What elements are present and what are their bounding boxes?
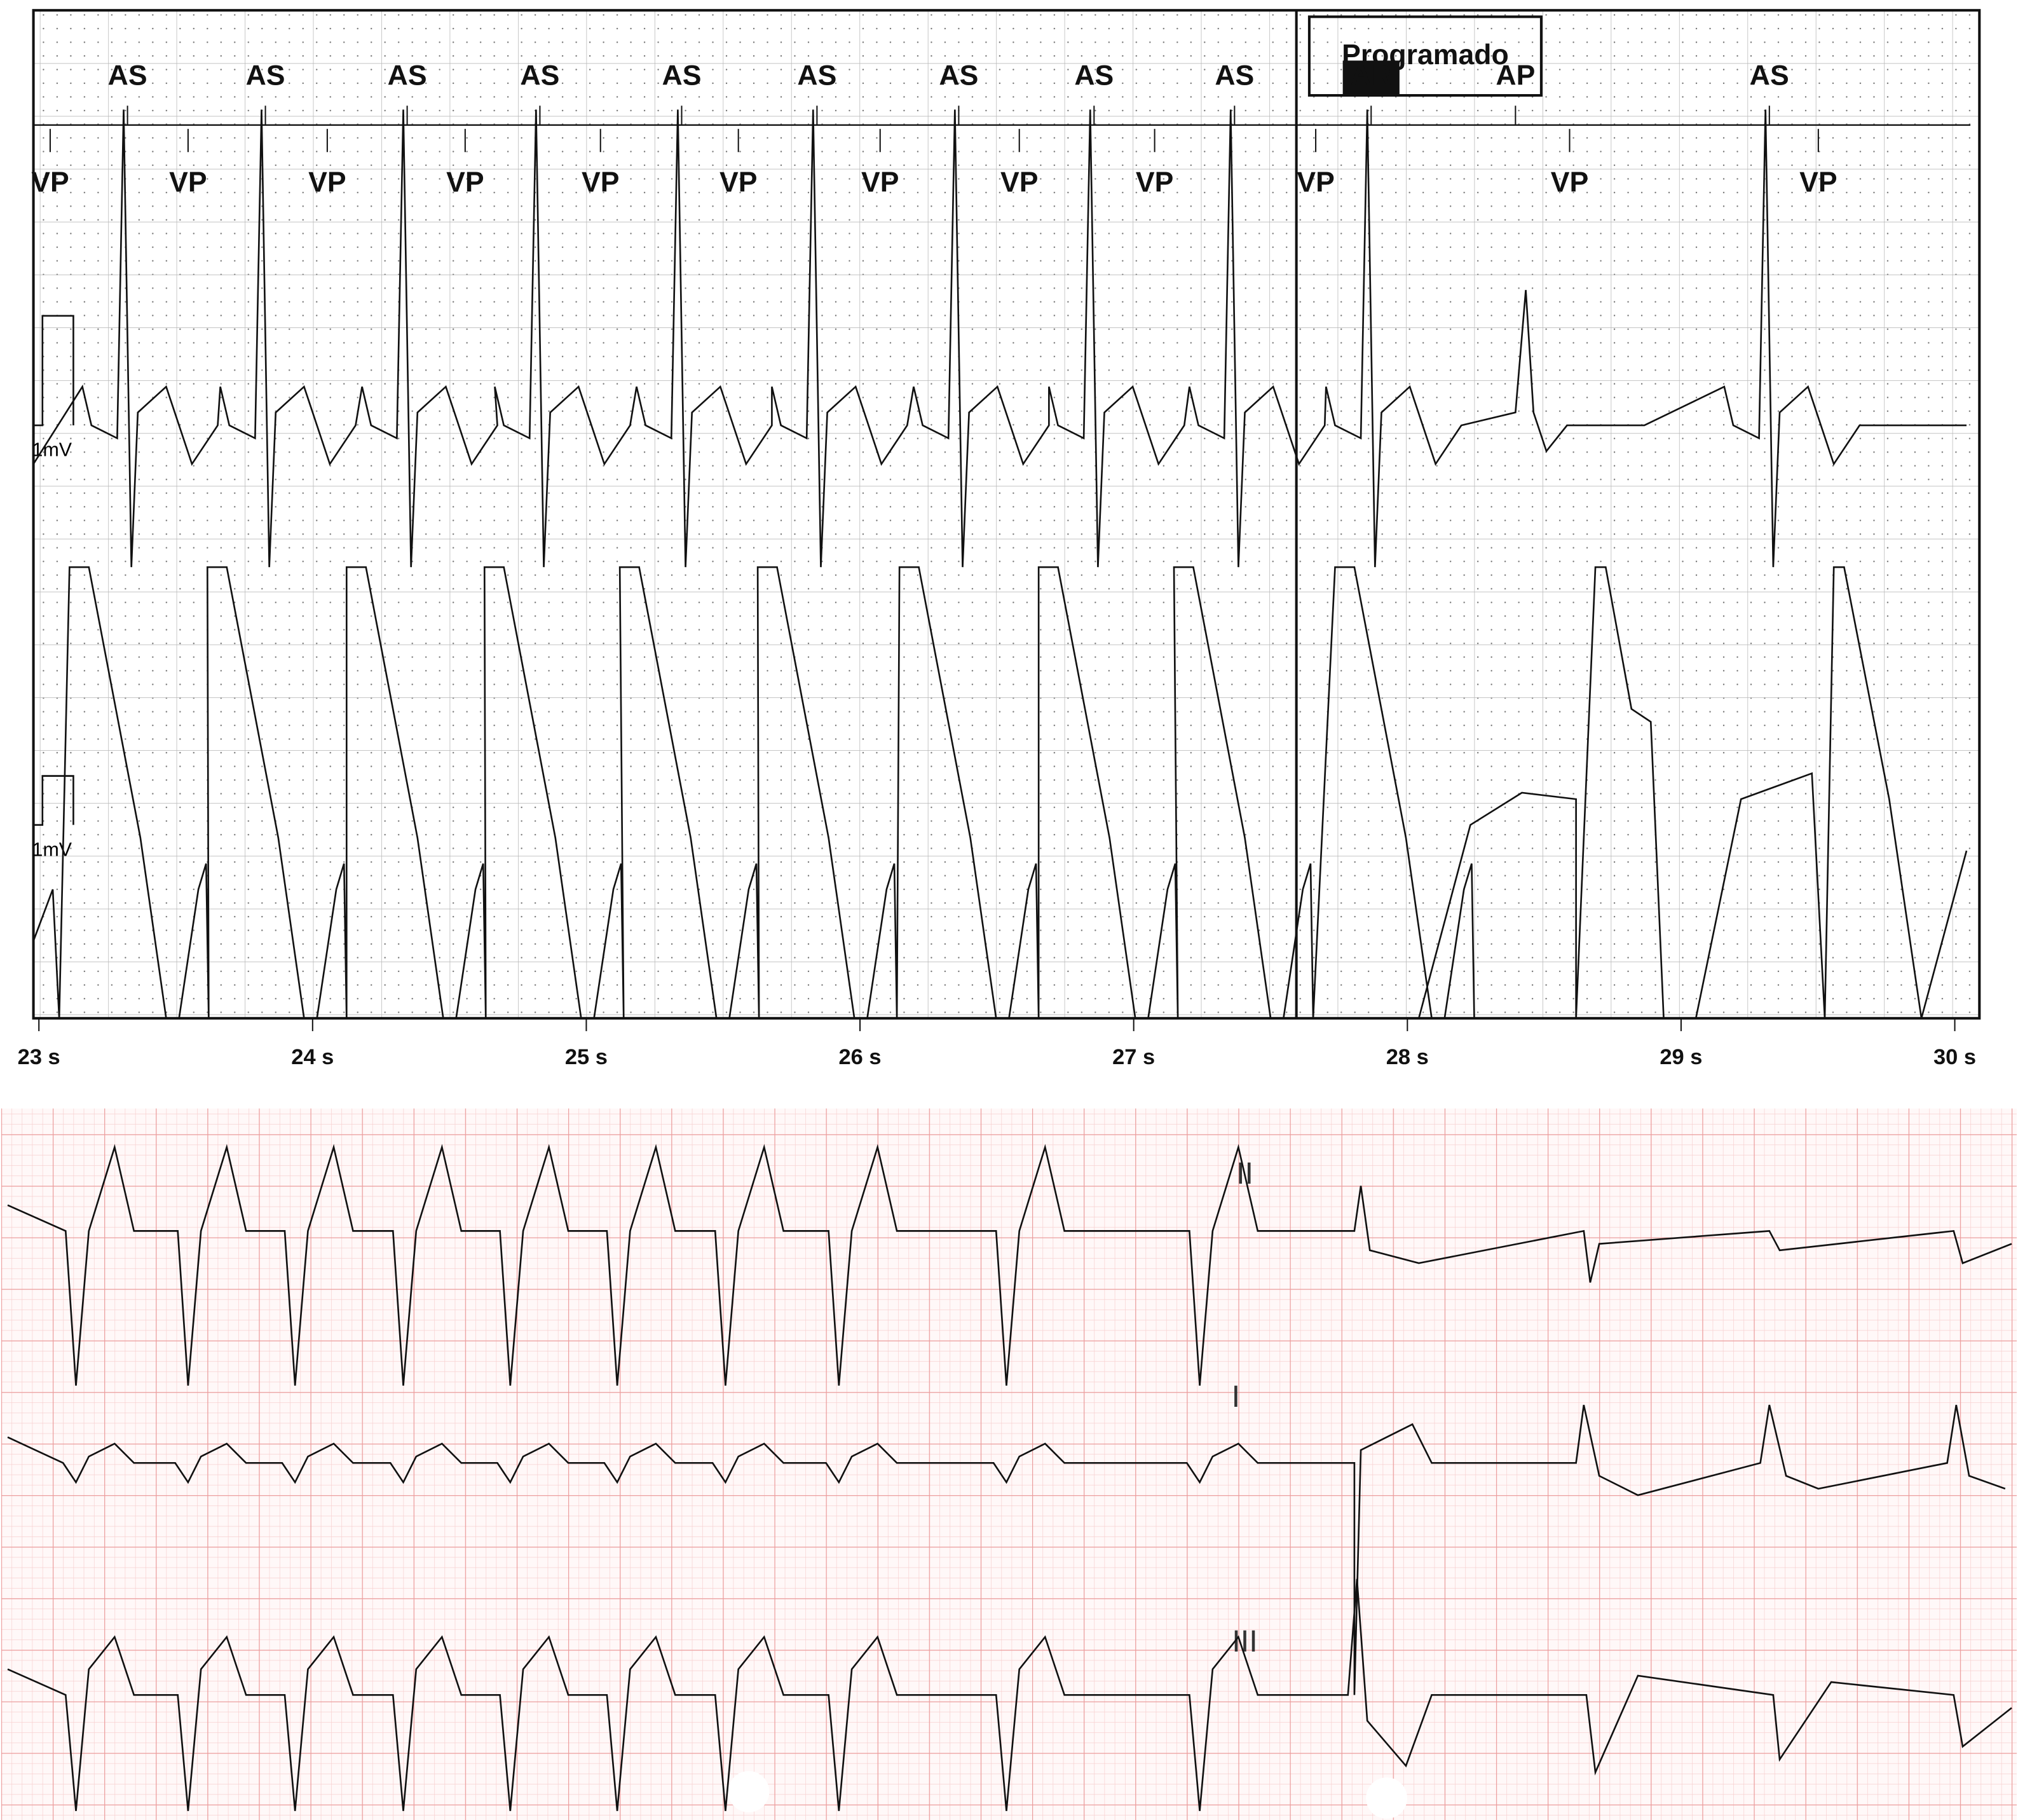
calibration-pulse (33, 315, 74, 427)
ecg-trace (7, 1578, 2012, 1811)
ventricular-marker: VP (1136, 167, 1174, 198)
ventricular-marker: VP (446, 167, 484, 198)
ventricular-marker: VP (1551, 167, 1589, 198)
ventricular-marker: VP (719, 167, 758, 198)
ventricular-marker: VP (169, 167, 207, 198)
x-tick-label: 29 s (1660, 1045, 1702, 1069)
atrial-marker: AS (388, 60, 427, 91)
egm-panel (32, 9, 1981, 1020)
x-tick-label: 30 s (1933, 1045, 1976, 1069)
scale-label: 1mV (32, 838, 72, 860)
atrial-marker: AS (1215, 60, 1254, 91)
ventricular-marker: VP (31, 167, 69, 198)
programmed-box (1307, 15, 1543, 97)
ecg-trace (7, 1404, 2006, 1695)
hole (1366, 1777, 1408, 1819)
ventricular-marker: VP (308, 167, 346, 198)
atrial-marker: AP (1496, 60, 1535, 91)
atrial-marker: AS (1750, 60, 1789, 91)
x-tick-label: 25 s (565, 1045, 608, 1069)
ventricular-marker: VP (861, 167, 899, 198)
egm-trace-2 (32, 566, 1968, 1019)
ventricular-marker: VP (1799, 167, 1837, 198)
ecg-trace (7, 1144, 2012, 1386)
x-tick-label: 27 s (1112, 1045, 1155, 1069)
ventricular-marker: VP (582, 167, 620, 198)
atrial-marker: AR (1351, 60, 1391, 91)
lead-label: III (1232, 1624, 1258, 1659)
ecg-grid-large (1, 1108, 2017, 1820)
x-tick-label: 28 s (1386, 1045, 1429, 1069)
ventricular-marker: VP (1297, 167, 1335, 198)
x-tick-label: 24 s (291, 1045, 334, 1069)
atrial-marker: AS (246, 60, 285, 91)
ventricular-marker: VP (1000, 167, 1039, 198)
atrial-marker: AS (662, 60, 702, 91)
lead-label: I (1232, 1379, 1241, 1414)
x-tick-label: 23 s (18, 1045, 60, 1069)
egm-trace-1 (32, 109, 1967, 568)
atrial-marker: AS (108, 60, 147, 91)
calibration-pulse (33, 775, 74, 826)
atrial-marker: AS (520, 60, 559, 91)
ar-highlight (1342, 60, 1400, 95)
hole (728, 1770, 770, 1812)
atrial-marker: AS (797, 60, 836, 91)
atrial-marker: AS (939, 60, 978, 91)
x-tick-label: 26 s (839, 1045, 882, 1069)
scale-label: 1mV (32, 439, 72, 461)
atrial-marker: AS (1074, 60, 1114, 91)
